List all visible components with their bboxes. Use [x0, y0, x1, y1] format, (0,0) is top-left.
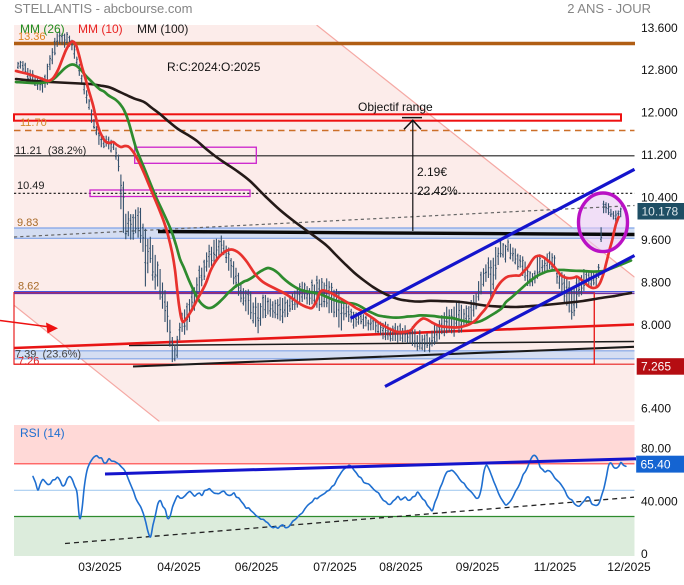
svg-text:STELLANTIS - abcbourse.com: STELLANTIS - abcbourse.com: [14, 1, 192, 16]
svg-text:7.26: 7.26: [18, 356, 39, 368]
svg-text:7.265: 7.265: [641, 360, 671, 374]
svg-text:11.200: 11.200: [641, 148, 677, 162]
svg-text:04/2025: 04/2025: [157, 560, 201, 574]
svg-text:9.600: 9.600: [641, 233, 671, 247]
svg-text:MM (10): MM (10): [78, 22, 123, 36]
svg-text:11.21 (38.2%): 11.21 (38.2%): [15, 145, 86, 157]
svg-text:2.19€: 2.19€: [417, 165, 447, 179]
svg-text:80.00: 80.00: [641, 442, 671, 456]
svg-text:65.40: 65.40: [641, 458, 671, 472]
svg-text:6.400: 6.400: [641, 402, 671, 416]
svg-text:10.400: 10.400: [641, 190, 678, 204]
svg-text:10.178: 10.178: [642, 205, 679, 219]
svg-text:13.600: 13.600: [641, 21, 678, 35]
svg-text:2 ANS - JOUR: 2 ANS - JOUR: [567, 1, 651, 16]
svg-text:12/2025: 12/2025: [607, 560, 651, 574]
svg-text:07/2025: 07/2025: [313, 560, 357, 574]
svg-text:13.36: 13.36: [18, 31, 46, 43]
svg-text:0: 0: [641, 547, 648, 561]
svg-text:8.62: 8.62: [18, 281, 39, 293]
svg-text:Objectif range: Objectif range: [358, 100, 433, 114]
svg-text:11/2025: 11/2025: [534, 560, 577, 574]
svg-text:10.49: 10.49: [17, 180, 45, 192]
svg-text:12.800: 12.800: [641, 63, 678, 77]
svg-text:09/2025: 09/2025: [456, 560, 500, 574]
svg-text:8.800: 8.800: [641, 276, 671, 290]
svg-text:06/2025: 06/2025: [235, 560, 279, 574]
svg-text:RSI (14): RSI (14): [20, 426, 65, 440]
svg-text:9.83: 9.83: [17, 217, 38, 229]
svg-text:8.000: 8.000: [641, 318, 671, 332]
svg-text:22.42%: 22.42%: [417, 184, 458, 198]
svg-text:40.000: 40.000: [641, 495, 678, 509]
svg-text:R:C:2024:O:2025: R:C:2024:O:2025: [167, 60, 261, 74]
svg-text:03/2025: 03/2025: [78, 560, 122, 574]
svg-text:11.70: 11.70: [20, 117, 47, 129]
svg-text:MM (100): MM (100): [137, 22, 188, 36]
svg-text:12.000: 12.000: [641, 106, 678, 120]
svg-text:08/2025: 08/2025: [379, 560, 423, 574]
